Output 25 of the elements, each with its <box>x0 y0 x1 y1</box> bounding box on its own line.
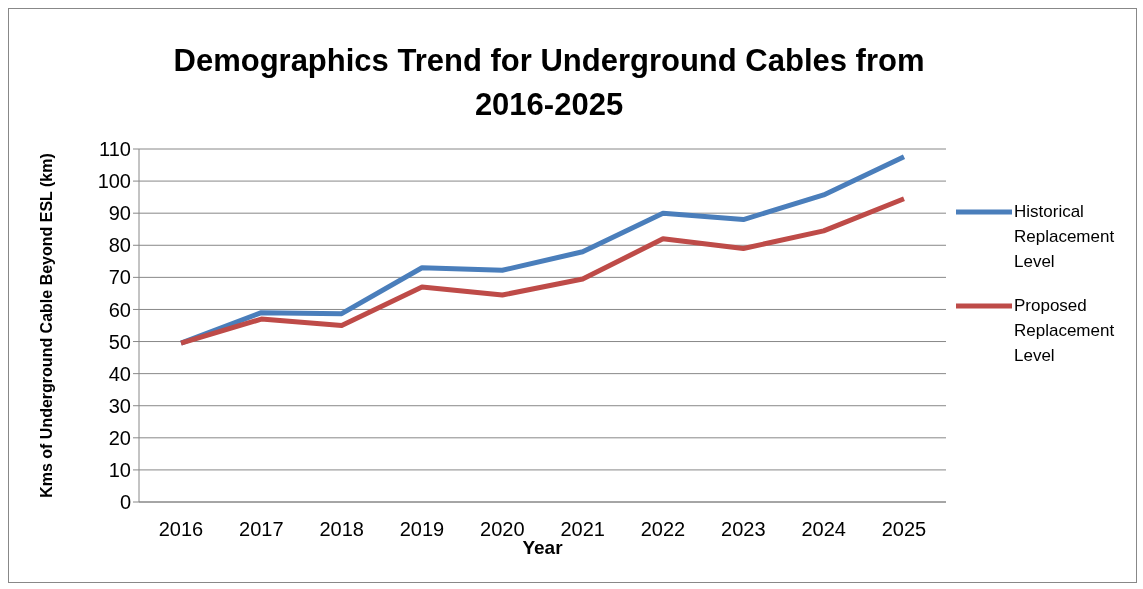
legend-label: Proposed Replacement Level <box>1014 294 1115 367</box>
y-tick-label: 100 <box>97 170 131 193</box>
y-tick-label: 60 <box>108 298 131 321</box>
y-tick-label: 70 <box>108 266 131 289</box>
x-tick-label: 2024 <box>801 518 846 541</box>
chart-title: Demographics Trend for Underground Cables from 2016-2025 <box>172 42 926 124</box>
x-tick-label: 2019 <box>399 518 445 541</box>
y-tick-label: 80 <box>108 234 131 257</box>
x-tick-label: 2017 <box>239 518 284 541</box>
x-tick-label: 2018 <box>319 518 364 541</box>
x-tick-label: 2016 <box>158 518 204 541</box>
y-axis-title: Kms of Underground Cable Beyond ESL (km) <box>37 153 55 498</box>
x-tick-label: 2020 <box>480 518 525 541</box>
x-tick-label: 2022 <box>640 518 686 541</box>
y-tick-label: 110 <box>99 138 131 161</box>
y-tick-label: 0 <box>119 491 131 514</box>
y-tick-label: 50 <box>108 330 131 353</box>
y-tick-label: 10 <box>108 459 131 482</box>
y-tick-label: 40 <box>108 362 131 385</box>
y-tick-label: 30 <box>108 394 131 417</box>
y-tick-label: 90 <box>108 202 131 225</box>
y-tick-label: 20 <box>108 426 131 449</box>
legend-label: Historical Replacement Level <box>1014 200 1115 273</box>
x-tick-label: 2023 <box>721 518 766 541</box>
x-tick-label: 2025 <box>881 518 927 541</box>
